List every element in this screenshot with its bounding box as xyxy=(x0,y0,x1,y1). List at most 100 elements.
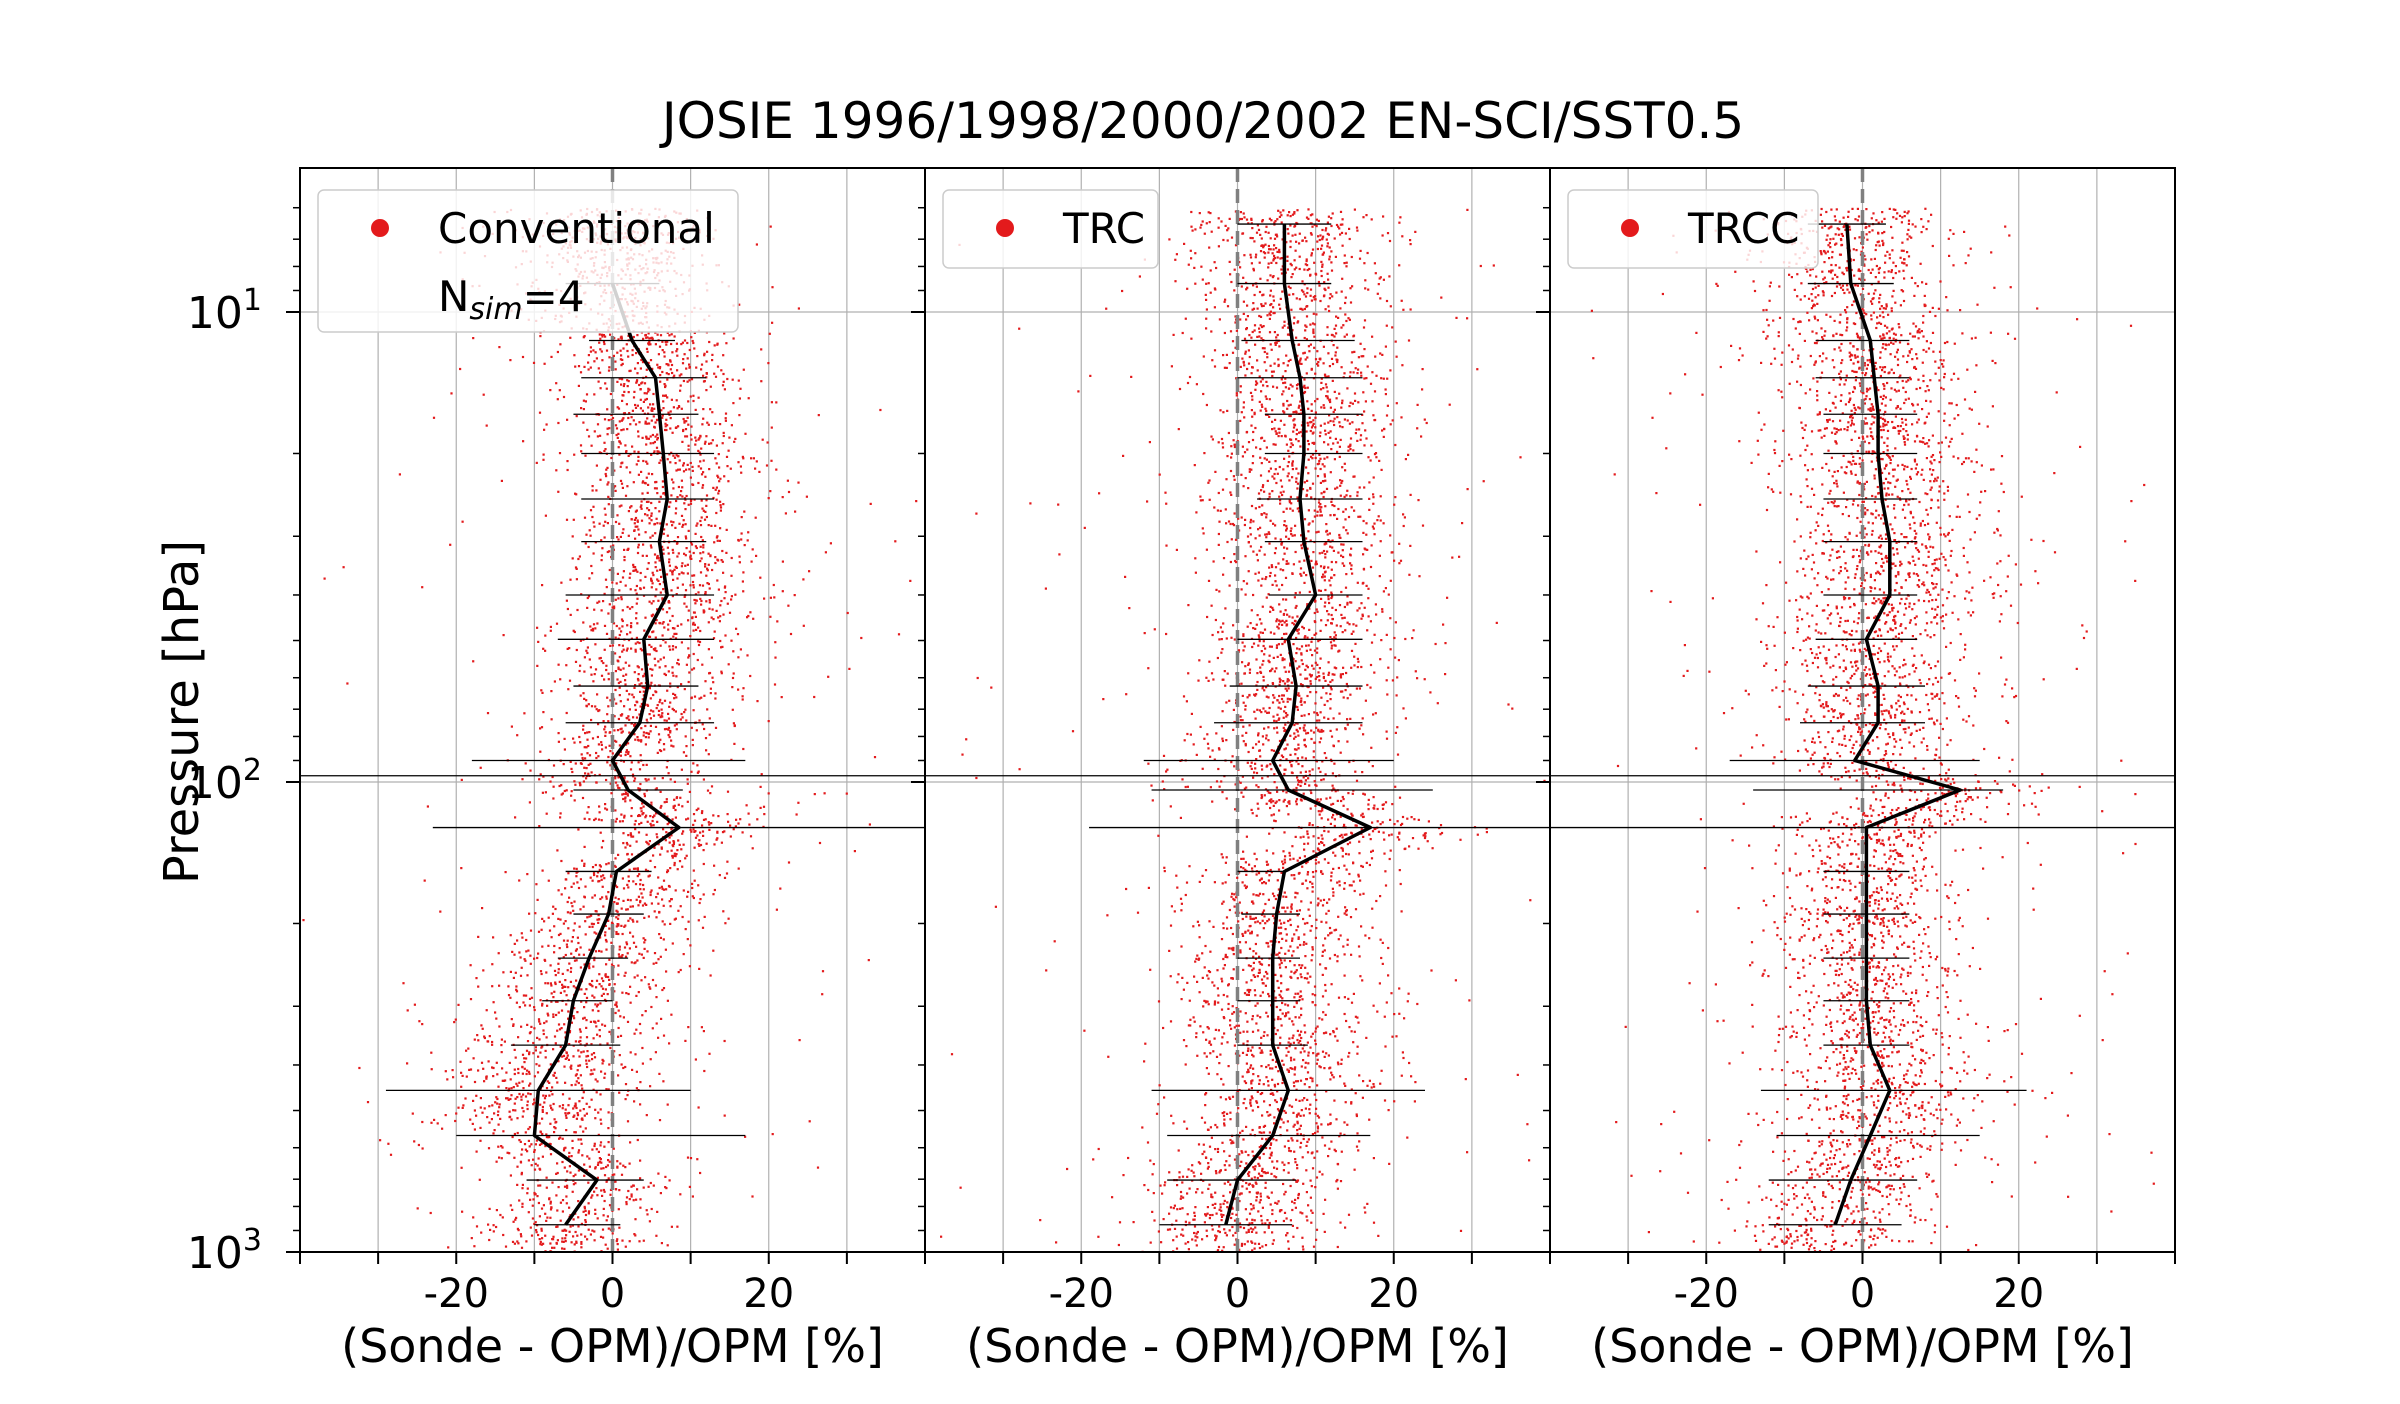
scatter-point xyxy=(772,1133,774,1135)
scatter-point xyxy=(645,736,647,738)
scatter-point xyxy=(723,597,725,599)
scatter-point xyxy=(618,1208,620,1210)
scatter-point xyxy=(604,336,606,338)
scatter-point xyxy=(607,428,609,430)
scatter-point xyxy=(521,1172,523,1174)
scatter-point xyxy=(1306,637,1308,639)
scatter-point xyxy=(673,375,675,377)
scatter-point xyxy=(660,459,662,461)
scatter-point xyxy=(722,831,724,833)
scatter-point xyxy=(620,466,622,468)
scatter-point xyxy=(625,585,627,587)
scatter-point xyxy=(670,828,672,830)
scatter-point xyxy=(618,682,620,684)
scatter-point xyxy=(599,435,601,437)
scatter-point xyxy=(557,1172,559,1174)
scatter-point xyxy=(677,839,679,841)
scatter-point xyxy=(520,1141,522,1143)
scatter-point xyxy=(608,979,610,981)
scatter-point xyxy=(602,1167,604,1169)
scatter-point xyxy=(616,582,618,584)
scatter-point xyxy=(542,1029,544,1031)
scatter-point xyxy=(594,430,596,432)
scatter-point xyxy=(1269,1157,1271,1159)
scatter-point xyxy=(1312,419,1314,421)
scatter-point xyxy=(1223,1246,1225,1248)
scatter-point xyxy=(649,815,651,817)
scatter-point xyxy=(565,1058,567,1060)
scatter-point xyxy=(562,1093,564,1095)
scatter-point xyxy=(668,552,670,554)
scatter-point xyxy=(718,466,720,468)
scatter-point xyxy=(741,516,743,518)
scatter-point xyxy=(511,726,513,728)
scatter-point xyxy=(775,401,777,403)
scatter-point xyxy=(666,424,668,426)
scatter-point xyxy=(579,555,581,557)
scatter-point xyxy=(619,1015,621,1017)
scatter-point xyxy=(672,857,674,859)
scatter-point xyxy=(868,959,870,961)
scatter-point xyxy=(592,966,594,968)
scatter-point xyxy=(699,630,701,632)
scatter-point xyxy=(476,1034,478,1036)
scatter-point xyxy=(655,622,657,624)
scatter-point xyxy=(716,462,718,464)
scatter-point xyxy=(616,1160,618,1162)
scatter-point xyxy=(697,659,699,661)
scatter-point xyxy=(597,1020,599,1022)
scatter-point xyxy=(539,727,541,729)
scatter-point xyxy=(528,1073,530,1075)
scatter-point xyxy=(672,481,674,483)
scatter-point xyxy=(585,650,587,652)
scatter-point xyxy=(616,818,618,820)
scatter-point xyxy=(750,835,752,837)
scatter-point xyxy=(437,1122,439,1124)
scatter-point xyxy=(653,408,655,410)
scatter-point xyxy=(650,891,652,893)
scatter-point xyxy=(1287,920,1289,922)
scatter-point xyxy=(586,607,588,609)
scatter-point xyxy=(568,1098,570,1100)
scatter-point xyxy=(656,492,658,494)
scatter-point xyxy=(705,575,707,577)
scatter-point xyxy=(898,633,900,635)
scatter-point xyxy=(687,783,689,785)
scatter-point xyxy=(566,600,568,602)
scatter-point xyxy=(714,457,716,459)
scatter-point xyxy=(647,406,649,408)
scatter-point xyxy=(689,551,691,553)
scatter-point xyxy=(593,1069,595,1071)
scatter-point xyxy=(553,764,555,766)
scatter-point xyxy=(1416,1003,1418,1005)
scatter-point xyxy=(637,519,639,521)
x-tick-label: 20 xyxy=(743,1271,794,1317)
scatter-point xyxy=(606,633,608,635)
scatter-point xyxy=(496,1103,498,1105)
scatter-point xyxy=(646,555,648,557)
scatter-point xyxy=(676,348,678,350)
scatter-point xyxy=(573,630,575,632)
scatter-point xyxy=(651,586,653,588)
scatter-point xyxy=(628,510,630,512)
scatter-point xyxy=(517,1228,519,1230)
scatter-point xyxy=(768,792,770,794)
scatter-point xyxy=(1327,718,1329,720)
scatter-point xyxy=(618,718,620,720)
scatter-point xyxy=(670,905,672,907)
scatter-point xyxy=(626,350,628,352)
scatter-point xyxy=(518,1093,520,1095)
scatter-point xyxy=(574,1174,576,1176)
scatter-point xyxy=(649,840,651,842)
scatter-point xyxy=(643,686,645,688)
scatter-point xyxy=(529,1083,531,1085)
scatter-point xyxy=(683,462,685,464)
scatter-point xyxy=(652,572,654,574)
scatter-point xyxy=(633,481,635,483)
legend-label: Conventional xyxy=(438,204,715,253)
scatter-point xyxy=(1348,228,1350,230)
scatter-point xyxy=(582,621,584,623)
scatter-point xyxy=(699,598,701,600)
scatter-point xyxy=(699,552,701,554)
scatter-point xyxy=(1321,1173,1323,1175)
